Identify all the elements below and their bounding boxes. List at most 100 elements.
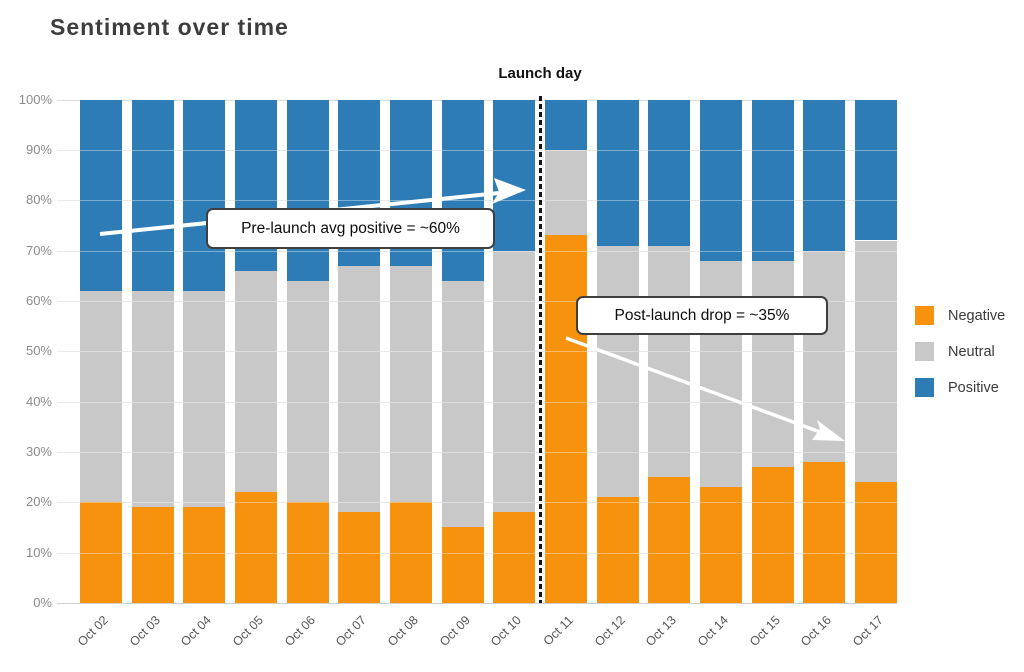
legend: Negative Neutral Positive — [915, 306, 1005, 414]
bar-segment-negative — [545, 235, 587, 603]
bar-segment-positive — [596, 99, 639, 246]
bar-segment-neutral — [131, 290, 174, 508]
launch-day-label: Launch day — [498, 65, 582, 82]
legend-swatch-positive — [915, 378, 934, 397]
bar-oct-05 — [235, 99, 277, 603]
bar-segment-neutral — [751, 260, 794, 468]
bar-segment-negative — [286, 502, 329, 603]
bar-segment-negative — [596, 497, 639, 603]
bar-segment-negative — [700, 487, 742, 603]
legend-label: Neutral — [948, 343, 995, 360]
bar-segment-neutral — [700, 260, 742, 488]
gridline-overlay — [57, 502, 897, 504]
x-tick-label: Oct 05 — [229, 613, 266, 649]
bar-segment-negative — [131, 507, 174, 603]
y-tick-label: 70% — [25, 242, 52, 258]
gridline-overlay — [57, 351, 897, 353]
bar-oct-17 — [855, 99, 897, 603]
bar-segment-neutral — [648, 245, 691, 478]
gridline — [57, 603, 897, 604]
legend-swatch-neutral — [915, 342, 934, 361]
bar-segment-positive — [183, 99, 226, 291]
y-tick-label: 0% — [33, 595, 52, 610]
x-tick-label: Oct 17 — [849, 613, 886, 649]
y-tick-label: 30% — [25, 443, 52, 459]
bar-segment-positive — [493, 99, 536, 251]
bar-segment-negative — [390, 502, 432, 603]
pre-launch-annotation: Pre-launch avg positive = ~60% — [206, 208, 495, 249]
y-tick-label: 60% — [25, 292, 52, 308]
x-tick-label: Oct 10 — [488, 613, 525, 649]
bar-segment-negative — [183, 507, 226, 603]
bar-segment-positive — [545, 99, 587, 150]
bar-segment-neutral — [493, 250, 536, 513]
bar-segment-neutral — [286, 280, 329, 503]
x-tick-label: Oct 14 — [694, 613, 731, 649]
legend-item-negative: Negative — [915, 306, 1005, 325]
legend-swatch-negative — [915, 306, 934, 325]
launch-day-line — [539, 96, 542, 603]
bar-segment-neutral — [80, 290, 122, 503]
legend-label: Positive — [948, 379, 999, 396]
bar-segment-neutral — [855, 240, 897, 483]
x-tick-label: Oct 09 — [436, 613, 473, 649]
bar-segment-negative — [648, 477, 691, 603]
y-tick-label: 100% — [18, 91, 52, 107]
bar-segment-positive — [80, 99, 122, 291]
bar-segment-positive — [855, 99, 897, 241]
bar-segment-negative — [235, 492, 277, 603]
bar-segment-neutral — [390, 265, 432, 503]
x-tick-label: Oct 04 — [178, 613, 215, 649]
bar-segment-neutral — [596, 245, 639, 498]
gridline-overlay — [57, 401, 897, 403]
bar-segment-neutral — [338, 265, 381, 513]
bar-segment-positive — [131, 99, 174, 291]
legend-item-positive: Positive — [915, 378, 1005, 397]
bar-segment-neutral — [803, 250, 846, 463]
bar-segment-neutral — [235, 270, 277, 493]
y-tick-label: 20% — [25, 494, 52, 510]
bar-segment-negative — [338, 512, 381, 603]
x-tick-label: Oct 11 — [540, 613, 576, 649]
bar-segment-negative — [80, 502, 122, 603]
x-tick-label: Oct 03 — [126, 613, 163, 649]
y-tick-label: 40% — [25, 393, 52, 409]
y-tick-label: 10% — [25, 544, 52, 560]
bar-oct-12 — [596, 99, 639, 603]
bar-segment-positive — [441, 99, 484, 281]
bar-segment-neutral — [441, 280, 484, 528]
gridline-overlay — [57, 200, 897, 202]
bar-oct-06 — [286, 99, 329, 603]
x-tick-label: Oct 15 — [746, 613, 783, 649]
y-tick-label: 90% — [25, 141, 52, 157]
x-tick-label: Oct 16 — [798, 613, 835, 649]
post-launch-annotation: Post-launch drop = ~35% — [576, 296, 828, 335]
bar-oct-07 — [338, 99, 381, 603]
chart-title: Sentiment over time — [50, 14, 289, 40]
x-tick-label: Oct 06 — [281, 613, 318, 649]
x-tick-label: Oct 12 — [591, 613, 628, 649]
bar-segment-positive — [286, 99, 329, 281]
bar-segment-negative — [493, 512, 536, 603]
bar-segment-negative — [441, 527, 484, 603]
y-tick-label: 50% — [25, 343, 52, 359]
gridline-overlay — [57, 451, 897, 453]
bar-segment-negative — [751, 467, 794, 603]
y-tick-label: 80% — [25, 192, 52, 208]
bar-segment-positive — [700, 99, 742, 261]
gridline-overlay — [57, 552, 897, 554]
legend-label: Negative — [948, 307, 1006, 324]
bar-oct-10 — [493, 99, 536, 603]
x-tick-label: Oct 02 — [74, 613, 111, 649]
bar-segment-neutral — [545, 149, 587, 236]
gridline-overlay — [57, 300, 897, 302]
bar-segment-positive — [648, 99, 691, 246]
bar-oct-09 — [441, 99, 484, 603]
gridline-overlay — [57, 250, 897, 252]
pre-launch-annotation-text: Pre-launch avg positive = ~60% — [241, 219, 460, 237]
x-tick-label: Oct 07 — [333, 613, 370, 649]
bar-segment-neutral — [183, 290, 226, 508]
legend-item-neutral: Neutral — [915, 342, 1005, 361]
bar-segment-negative — [803, 462, 846, 603]
